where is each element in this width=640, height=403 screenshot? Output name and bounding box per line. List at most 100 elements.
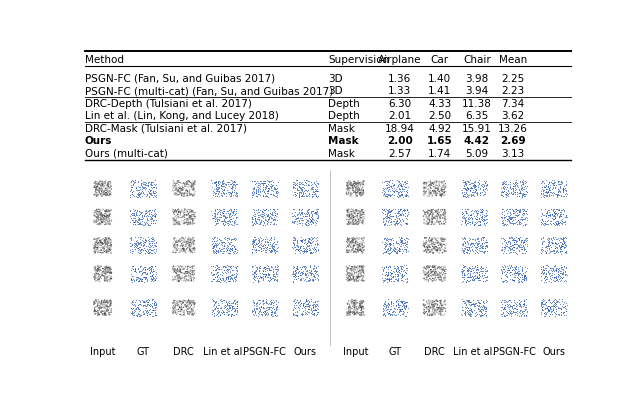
Point [346, 178, 356, 184]
Point [394, 216, 404, 222]
Point [177, 187, 188, 193]
Point [477, 312, 488, 318]
Point [188, 209, 198, 215]
Point [104, 272, 114, 279]
Point [550, 179, 560, 185]
Point [468, 182, 479, 188]
Point [430, 301, 440, 307]
Point [294, 302, 304, 308]
Point [175, 247, 185, 253]
Point [184, 268, 194, 275]
Point [221, 210, 231, 216]
Point [538, 301, 548, 307]
Point [222, 243, 232, 250]
Point [264, 266, 274, 272]
Point [506, 215, 516, 221]
Point [433, 213, 443, 220]
Point [259, 213, 269, 219]
Point [419, 248, 429, 255]
Point [502, 299, 513, 305]
Point [465, 307, 475, 314]
Point [392, 263, 402, 269]
Point [511, 250, 522, 257]
Point [424, 246, 434, 253]
Point [356, 207, 367, 213]
Point [188, 245, 198, 252]
Point [173, 187, 183, 193]
Point [134, 312, 144, 319]
Point [312, 277, 323, 283]
Point [354, 214, 364, 220]
Point [99, 297, 109, 304]
Point [138, 308, 148, 315]
Point [104, 219, 115, 225]
Point [208, 243, 218, 249]
Point [89, 242, 99, 249]
Point [556, 248, 566, 254]
Point [250, 266, 260, 273]
Point [98, 189, 108, 195]
Point [95, 216, 106, 222]
Point [398, 310, 408, 317]
Point [344, 308, 354, 315]
Point [344, 181, 354, 188]
Point [353, 310, 364, 316]
Point [173, 187, 183, 194]
Point [304, 236, 314, 242]
Point [225, 273, 235, 280]
Point [377, 179, 387, 186]
Point [294, 211, 305, 218]
Point [350, 309, 360, 316]
Point [174, 177, 184, 184]
Point [456, 241, 467, 247]
Point [97, 179, 107, 185]
Point [217, 245, 227, 252]
Point [170, 276, 180, 283]
Point [344, 214, 355, 220]
Point [218, 177, 228, 184]
Point [209, 271, 219, 278]
Point [511, 206, 522, 212]
Point [388, 189, 399, 195]
Point [388, 242, 399, 248]
Point [353, 208, 363, 214]
Point [297, 215, 307, 222]
Point [89, 191, 99, 198]
Point [185, 274, 195, 281]
Point [303, 222, 313, 228]
Point [561, 249, 571, 255]
Point [424, 191, 434, 197]
Point [93, 215, 103, 221]
Point [218, 264, 228, 270]
Point [472, 210, 482, 217]
Point [540, 311, 550, 317]
Point [305, 210, 316, 216]
Point [550, 211, 561, 217]
Point [421, 266, 431, 273]
Point [549, 208, 559, 215]
Point [384, 178, 394, 184]
Point [175, 190, 186, 196]
Point [96, 301, 106, 307]
Point [257, 215, 268, 221]
Point [310, 307, 321, 313]
Point [301, 192, 311, 199]
Point [99, 214, 109, 220]
Point [288, 263, 298, 270]
Point [100, 242, 111, 248]
Point [350, 209, 360, 215]
Point [97, 247, 107, 253]
Point [187, 221, 197, 227]
Point [392, 276, 402, 283]
Point [212, 242, 222, 248]
Point [431, 213, 442, 219]
Point [177, 241, 187, 247]
Point [512, 244, 522, 251]
Point [463, 311, 474, 317]
Point [140, 267, 150, 273]
Point [419, 220, 429, 226]
Point [399, 305, 410, 311]
Point [428, 211, 438, 217]
Point [403, 305, 413, 311]
Point [399, 206, 409, 212]
